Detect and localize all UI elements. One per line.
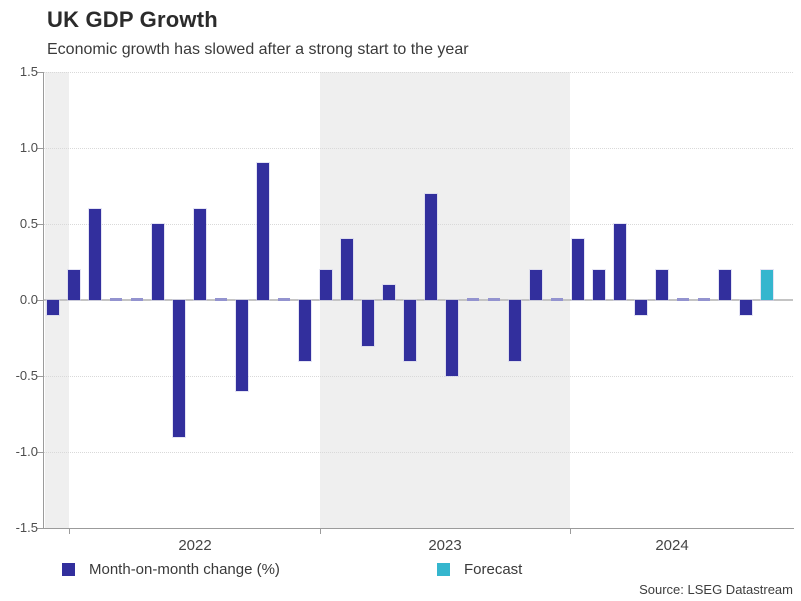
bar [236,300,248,391]
bar [131,298,143,301]
legend-label-forecast: Forecast [464,561,523,578]
y-axis-tick [37,72,43,73]
y-axis-tick [37,300,43,301]
bar [173,300,185,437]
legend-label-mom-change: Month-on-month change (%) [89,561,280,578]
bar [677,298,689,301]
x-axis-tick [320,528,321,534]
bar [572,239,584,300]
gridline [44,72,793,73]
bar [530,270,542,300]
gridline [44,224,793,225]
y-tick-label: 0.0 [19,292,38,307]
bar [467,298,479,301]
bar [698,298,710,301]
y-axis-tick [37,528,43,529]
y-axis-line [43,72,44,529]
bar [509,300,521,361]
bar [446,300,458,376]
x-axis-tick [570,528,571,534]
bar [719,270,731,300]
y-tick-label: 1.0 [19,140,38,155]
bar [362,300,374,346]
bar [740,300,752,315]
x-axis-tick [69,528,70,534]
bar [488,298,500,301]
x-axis-line [43,528,794,529]
bar [551,298,563,301]
bar [47,300,59,315]
source-label: Source: LSEG Datastream [639,582,793,597]
gridline [44,148,793,149]
bar [89,209,101,300]
legend: Month-on-month change (%) Forecast [0,561,801,581]
y-tick-label: -0.5 [15,368,38,383]
bar [152,224,164,300]
y-tick-label: 1.5 [19,64,38,79]
y-axis-tick [37,452,43,453]
legend-item-forecast: Forecast [437,561,522,578]
bar [635,300,647,315]
bar [68,270,80,300]
mom-change-swatch-icon [62,563,75,576]
y-tick-label: 0.5 [19,216,38,231]
bar [341,239,353,300]
bar [383,285,395,300]
bar [593,270,605,300]
chart-subtitle: Economic growth has slowed after a stron… [47,41,469,58]
y-axis-tick [37,148,43,149]
bar [614,224,626,300]
gridline [44,376,793,377]
bar [257,163,269,300]
bar [299,300,311,361]
year-label-2023: 2023 [428,537,462,554]
zero-line [44,299,793,301]
year-label-2024: 2024 [655,537,689,554]
legend-item-mom-change: Month-on-month change (%) [62,561,280,578]
y-tick-label: -1.5 [15,520,38,535]
bar [425,194,437,300]
bar [194,209,206,300]
plot-area [44,72,793,528]
bar [110,298,122,301]
y-tick-label: -1.0 [15,444,38,459]
y-axis-tick [37,376,43,377]
year-label-2022: 2022 [178,537,212,554]
bar [320,270,332,300]
y-axis-tick [37,224,43,225]
forecast-bar [761,270,773,300]
bar [656,270,668,300]
bar [215,298,227,301]
chart-title: UK GDP Growth [47,7,218,32]
bar [278,298,290,301]
bar [404,300,416,361]
forecast-swatch-icon [437,563,450,576]
gridline [44,452,793,453]
